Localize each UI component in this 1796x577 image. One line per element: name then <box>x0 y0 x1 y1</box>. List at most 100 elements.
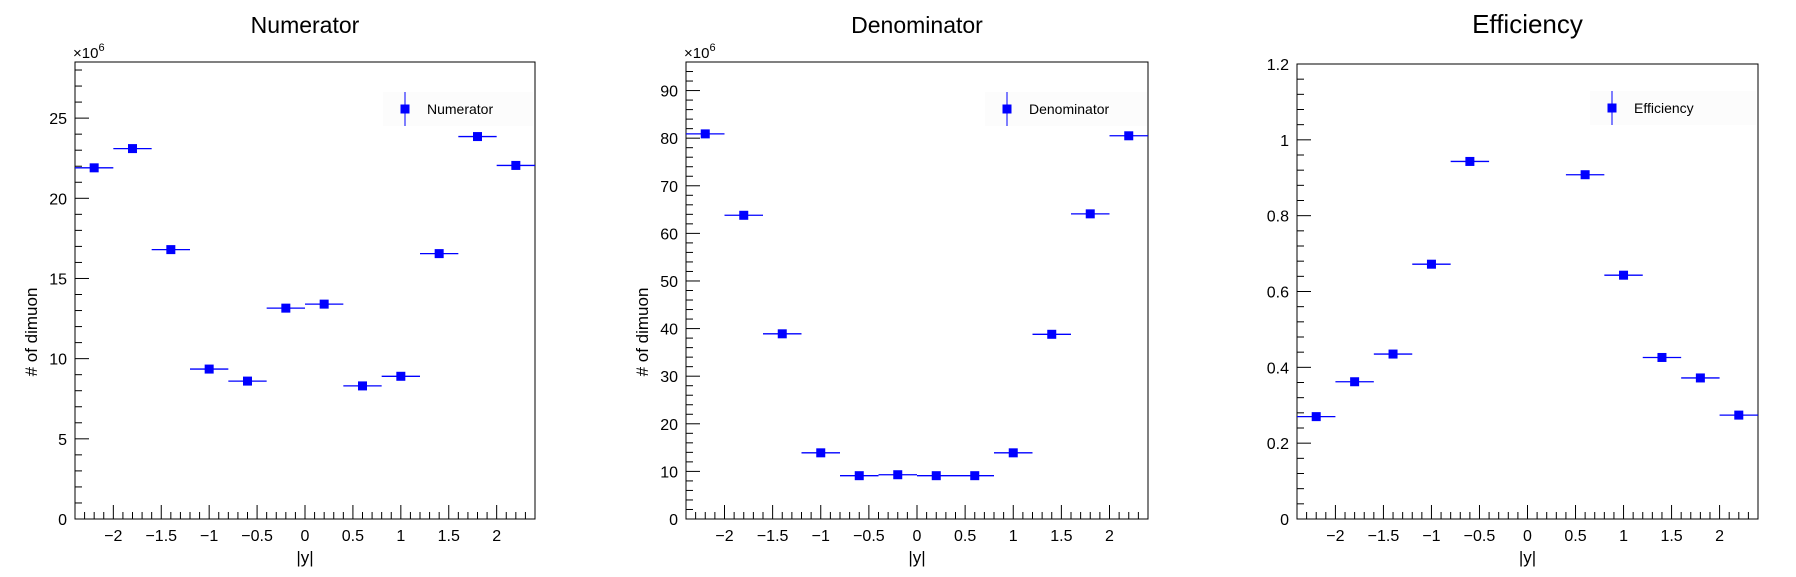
data-point <box>420 249 459 259</box>
data-point <box>1335 377 1374 387</box>
x-tick-label: 2 <box>1105 528 1114 545</box>
data-marker <box>358 381 367 391</box>
x-tick-label: 0.5 <box>342 528 364 545</box>
y-tick-label: 20 <box>49 191 67 208</box>
data-marker <box>970 471 980 481</box>
data-point <box>1604 270 1643 280</box>
data-marker <box>1008 448 1018 458</box>
data-marker <box>1426 259 1436 269</box>
data-marker <box>1657 352 1667 362</box>
x-tick-label: 1.5 <box>438 528 460 545</box>
y-tick-label: 20 <box>660 417 678 434</box>
x-tick-label: 0.5 <box>954 528 976 545</box>
data-marker <box>473 132 482 142</box>
y-tick-label: 0 <box>1280 512 1289 529</box>
data-point <box>381 371 420 381</box>
x-tick-label: 2 <box>492 528 501 545</box>
data-marker <box>281 303 291 313</box>
data-point <box>763 329 802 339</box>
y-tick-label: 70 <box>660 179 678 196</box>
x-tick-label: 1 <box>396 528 405 545</box>
x-tick-label: −0.5 <box>241 528 273 545</box>
data-point <box>801 448 840 458</box>
data-point <box>686 129 725 139</box>
data-point <box>994 448 1033 458</box>
x-tick-label: −1 <box>812 528 830 545</box>
data-point <box>878 470 917 480</box>
x-tick-label: 0 <box>1523 528 1532 545</box>
data-marker <box>1047 329 1057 339</box>
x-tick-label: 1.5 <box>1660 528 1682 545</box>
chart-panel-1: Numerator 0 5 10 15 20 25 −2 −1.5 −1 −0.5 0 0.5 1 1.5 2… <box>22 12 536 567</box>
chart-panel-3: Efficiency 0 0.2 0.4 0.6 0.8 1 1.2 −2 −1.5 −1 −0.5 0… <box>1267 9 1759 567</box>
y-tick-label: 25 <box>49 111 67 128</box>
data-point <box>113 144 152 154</box>
legend-marker <box>400 104 410 114</box>
data-marker <box>816 448 826 458</box>
data-marker <box>777 329 787 339</box>
data-point <box>75 163 114 173</box>
y-tick-label: 60 <box>660 226 678 243</box>
x-axis-label: |y| <box>908 548 925 567</box>
x-tick-label: −1 <box>1422 528 1440 545</box>
legend-label: Denominator <box>1029 101 1109 117</box>
x-tick-label: −1.5 <box>757 528 789 545</box>
y-tick-label: 10 <box>660 464 678 481</box>
data-point <box>1412 259 1451 269</box>
data-marker <box>204 364 214 374</box>
y-tick-label: 10 <box>49 352 67 369</box>
x-tick-label: 0.5 <box>1564 528 1586 545</box>
x-tick-label: 1 <box>1619 528 1628 545</box>
plot-frame <box>74 61 536 520</box>
x-tick-label: −1.5 <box>145 528 177 545</box>
data-marker <box>739 210 749 220</box>
data-marker <box>1124 131 1134 141</box>
y-tick-label: 0.2 <box>1267 436 1289 453</box>
y-tick-label: 0.6 <box>1267 285 1289 302</box>
data-point <box>917 471 956 481</box>
y-tick-label: 0.8 <box>1267 209 1289 226</box>
y-exponent-power: 6 <box>98 42 104 54</box>
y-tick-label: 1.2 <box>1267 57 1289 74</box>
plot-frame <box>685 61 1149 520</box>
data-marker <box>893 470 903 480</box>
y-exponent-label: ×106 <box>684 42 716 62</box>
chart-title: Efficiency <box>1472 9 1583 39</box>
data-point <box>955 471 994 481</box>
data-point <box>190 364 229 374</box>
x-tick-label: −2 <box>715 528 733 545</box>
y-tick-label: 50 <box>660 274 678 291</box>
x-axis-label: |y| <box>296 548 313 567</box>
data-marker <box>1388 349 1398 359</box>
legend: Denominator <box>985 92 1147 126</box>
data-marker <box>1311 412 1321 422</box>
data-marker <box>89 163 99 173</box>
x-tick-label: 2 <box>1715 528 1724 545</box>
legend-box <box>1590 91 1756 125</box>
data-marker <box>319 299 329 309</box>
data-marker <box>1085 209 1095 219</box>
legend-marker <box>1002 104 1012 114</box>
data-point <box>1681 373 1720 383</box>
data-point <box>1109 131 1148 141</box>
x-tick-label: 0 <box>301 528 310 545</box>
data-marker <box>700 129 710 139</box>
y-tick-label: 40 <box>660 322 678 339</box>
data-marker <box>243 376 252 386</box>
y-tick-label: 0 <box>669 512 678 529</box>
data-marker <box>1350 377 1360 387</box>
chart-title: Numerator <box>251 12 360 38</box>
y-tick-label: 80 <box>660 131 678 148</box>
data-point <box>305 299 344 309</box>
data-point <box>1373 349 1413 359</box>
y-tick-label: 1 <box>1280 133 1289 150</box>
legend-box <box>985 92 1147 126</box>
y-axis-label: # of dimuon <box>633 288 652 377</box>
data-point <box>1565 170 1605 180</box>
data-point <box>496 160 535 170</box>
chart-title: Denominator <box>851 12 983 38</box>
data-marker <box>1465 156 1475 166</box>
data-marker <box>854 471 864 481</box>
x-tick-label: −2 <box>1326 528 1344 545</box>
